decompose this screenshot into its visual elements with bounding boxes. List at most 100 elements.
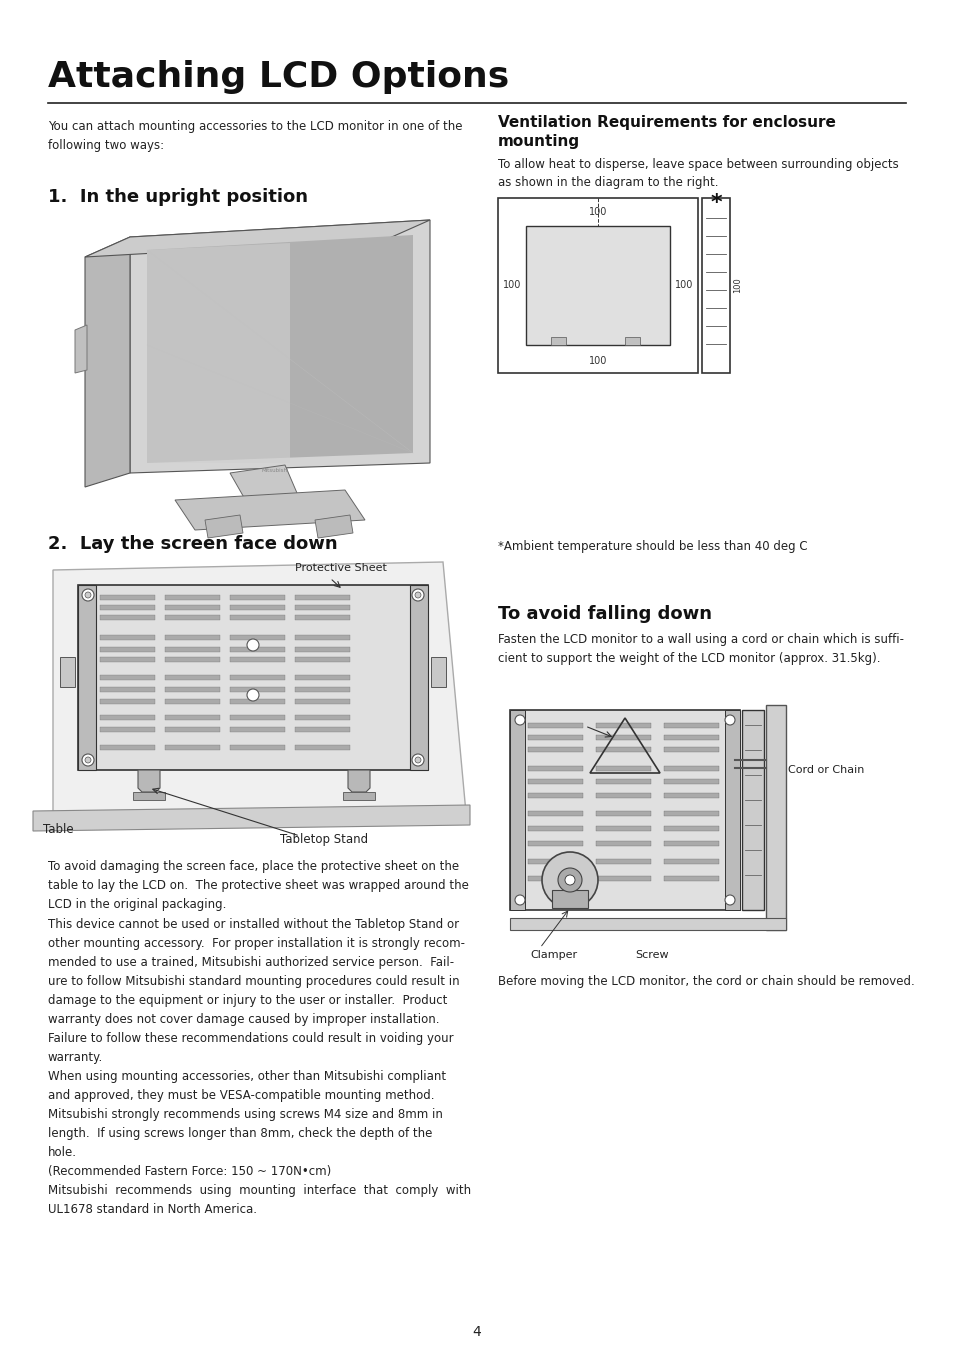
Text: *Ambient temperature should be less than 40 deg C: *Ambient temperature should be less than… (497, 540, 807, 553)
Text: Protective Sheet: Protective Sheet (294, 563, 387, 573)
Bar (230, 715, 285, 720)
Bar (100, 688, 154, 692)
Bar (410, 585, 428, 770)
Text: Fasten the LCD monitor to a wall using a cord or chain which is suffi-
cient to : Fasten the LCD monitor to a wall using a… (497, 634, 903, 665)
Bar (596, 842, 650, 846)
Text: To avoid damaging the screen face, place the protective sheet on the
table to la: To avoid damaging the screen face, place… (48, 861, 468, 911)
Polygon shape (147, 243, 290, 463)
Bar (230, 727, 285, 732)
Polygon shape (75, 326, 87, 373)
Text: Tabletop Stand: Tabletop Stand (280, 834, 368, 846)
Bar (100, 647, 154, 653)
Bar (294, 727, 350, 732)
Bar (294, 594, 350, 600)
Text: *: * (709, 193, 721, 213)
Text: 100: 100 (588, 207, 606, 218)
Bar (663, 723, 719, 728)
Bar (527, 735, 582, 740)
Bar (596, 811, 650, 816)
Circle shape (247, 639, 258, 651)
Bar (596, 747, 650, 753)
Bar (663, 747, 719, 753)
Bar (527, 875, 582, 881)
Bar (60, 657, 75, 688)
Text: Attaching LCD Options: Attaching LCD Options (48, 59, 509, 95)
Circle shape (724, 894, 734, 905)
Bar (596, 723, 650, 728)
Circle shape (412, 589, 423, 601)
Bar (294, 635, 350, 640)
Text: When using mounting accessories, other than Mitsubishi compliant
and approved, t: When using mounting accessories, other t… (48, 1070, 471, 1216)
Bar (100, 657, 154, 662)
Text: Ventilation Requirements for enclosure
mounting: Ventilation Requirements for enclosure m… (497, 115, 835, 149)
Bar (552, 890, 587, 908)
Circle shape (415, 757, 420, 763)
Bar (165, 647, 220, 653)
Bar (230, 615, 285, 620)
Bar (343, 792, 375, 800)
Bar (663, 825, 719, 831)
Bar (596, 766, 650, 771)
Bar (294, 744, 350, 750)
Bar (510, 917, 785, 929)
Bar (510, 711, 740, 911)
Bar (497, 199, 698, 373)
Polygon shape (130, 220, 430, 473)
Text: 4: 4 (472, 1325, 481, 1339)
Circle shape (415, 592, 420, 598)
Bar (663, 859, 719, 865)
Bar (527, 766, 582, 771)
Text: 100: 100 (674, 281, 693, 290)
Polygon shape (53, 562, 465, 817)
Text: Cord or Chain: Cord or Chain (787, 765, 863, 775)
Bar (527, 842, 582, 846)
Bar (294, 657, 350, 662)
Bar (510, 711, 524, 911)
Circle shape (515, 894, 524, 905)
Bar (165, 744, 220, 750)
Bar (100, 744, 154, 750)
Bar (663, 875, 719, 881)
Text: You can attach mounting accessories to the LCD monitor in one of the
following t: You can attach mounting accessories to t… (48, 120, 462, 153)
Polygon shape (147, 235, 413, 463)
Text: Screw: Screw (635, 950, 668, 961)
Bar (165, 727, 220, 732)
Circle shape (85, 757, 91, 763)
Polygon shape (314, 515, 353, 538)
Bar (165, 676, 220, 680)
Circle shape (247, 689, 258, 701)
Bar (294, 688, 350, 692)
Bar (527, 747, 582, 753)
Bar (100, 698, 154, 704)
Bar (132, 792, 165, 800)
Polygon shape (174, 490, 365, 530)
Polygon shape (348, 770, 370, 792)
Bar (230, 647, 285, 653)
Bar (527, 811, 582, 816)
Bar (527, 780, 582, 784)
Text: 100: 100 (732, 277, 741, 293)
Bar (741, 711, 763, 911)
Circle shape (82, 754, 94, 766)
Bar (165, 688, 220, 692)
Bar (624, 336, 639, 345)
Bar (294, 647, 350, 653)
Text: Before moving the LCD monitor, the cord or chain should be removed.: Before moving the LCD monitor, the cord … (497, 975, 914, 988)
Bar (596, 735, 650, 740)
Bar (165, 615, 220, 620)
Text: This device cannot be used or installed without the Tabletop Stand or
other moun: This device cannot be used or installed … (48, 917, 464, 1065)
Bar (294, 676, 350, 680)
Bar (527, 859, 582, 865)
Polygon shape (85, 220, 430, 257)
Circle shape (564, 875, 575, 885)
Bar (100, 676, 154, 680)
Polygon shape (85, 236, 130, 486)
Bar (663, 766, 719, 771)
Bar (100, 715, 154, 720)
Text: 2.  Lay the screen face down: 2. Lay the screen face down (48, 535, 337, 553)
Bar (230, 688, 285, 692)
Bar (596, 780, 650, 784)
Bar (663, 842, 719, 846)
Bar (294, 615, 350, 620)
Bar (230, 594, 285, 600)
